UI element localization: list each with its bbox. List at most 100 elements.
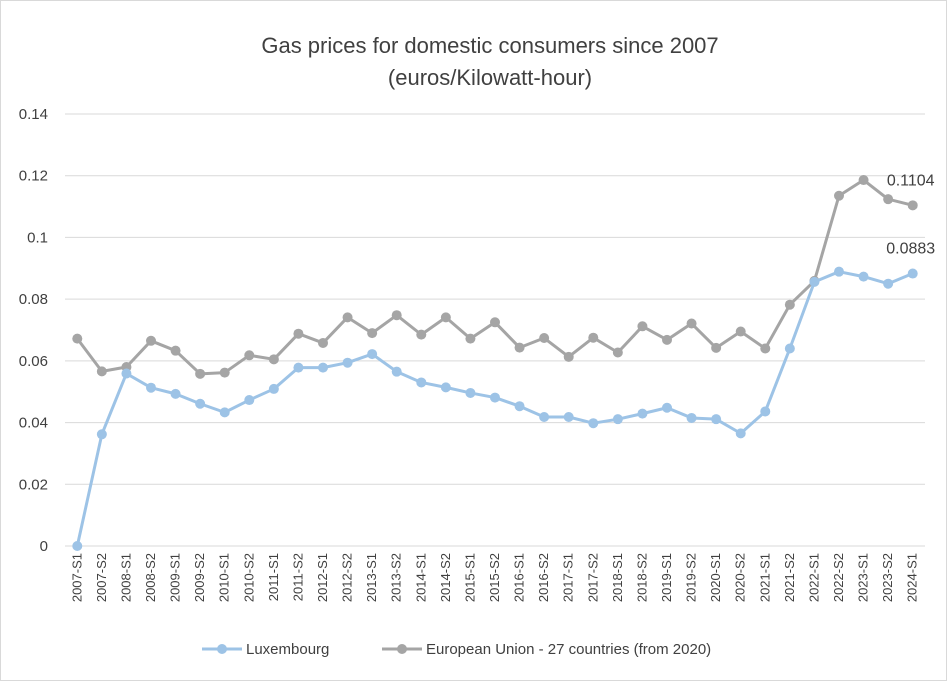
data-point bbox=[760, 406, 771, 417]
data-point bbox=[72, 541, 83, 551]
x-tick-label: 2018-S1 bbox=[610, 553, 625, 602]
x-tick-label: 2010-S2 bbox=[241, 553, 256, 602]
data-point bbox=[686, 412, 697, 423]
x-tick-label: 2010-S1 bbox=[217, 553, 232, 602]
x-tick-label: 2017-S2 bbox=[585, 553, 600, 602]
data-point bbox=[760, 343, 771, 354]
y-axis: 0 0.02 0.04 0.06 0.08 0.1 0.12 0.14 bbox=[19, 106, 48, 555]
data-point bbox=[490, 317, 500, 328]
data-point bbox=[784, 299, 795, 310]
data-point bbox=[391, 366, 402, 377]
data-point bbox=[367, 328, 378, 339]
data-point bbox=[907, 200, 918, 211]
x-tick-label: 2013-S1 bbox=[364, 553, 379, 602]
data-point bbox=[907, 268, 918, 279]
x-tick-label: 2018-S2 bbox=[634, 553, 649, 602]
data-point bbox=[195, 398, 206, 409]
x-tick-label: 2019-S2 bbox=[684, 553, 699, 602]
data-point bbox=[539, 333, 550, 344]
data-point bbox=[195, 368, 206, 379]
data-point bbox=[96, 366, 107, 377]
x-tick-label: 2012-S2 bbox=[340, 553, 355, 602]
data-point bbox=[293, 362, 304, 373]
y-tick-label: 0 bbox=[40, 538, 48, 555]
x-tick-label: 2008-S2 bbox=[143, 553, 158, 602]
legend-label: European Union - 27 countries (from 2020… bbox=[426, 641, 711, 658]
data-point bbox=[342, 357, 353, 368]
x-tick-label: 2019-S1 bbox=[659, 553, 674, 602]
x-tick-label: 2021-S1 bbox=[757, 553, 772, 602]
legend: Luxembourg European Union - 27 countries … bbox=[202, 641, 711, 658]
data-point bbox=[612, 347, 623, 358]
data-point bbox=[72, 333, 83, 344]
x-axis: 2007-S1 2007-S2 2008-S1 2008-S2 2009-S1 2009-… bbox=[69, 553, 919, 602]
data-point bbox=[883, 194, 894, 205]
y-tick-label: 0.08 bbox=[19, 291, 48, 308]
data-point bbox=[883, 278, 894, 289]
x-tick-label: 2007-S2 bbox=[94, 553, 109, 602]
data-point bbox=[416, 377, 427, 388]
data-point bbox=[146, 382, 156, 393]
data-point bbox=[784, 343, 795, 354]
x-tick-label: 2015-S2 bbox=[487, 553, 502, 602]
data-point bbox=[686, 318, 697, 329]
data-point bbox=[662, 334, 672, 345]
x-tick-label: 2011-S2 bbox=[290, 553, 305, 601]
data-point bbox=[637, 408, 648, 419]
data-point bbox=[858, 271, 869, 282]
data-point bbox=[465, 333, 476, 344]
data-labels: 0.0883 0.1104 bbox=[886, 172, 935, 257]
data-point bbox=[637, 321, 648, 332]
x-tick-label: 2013-S2 bbox=[389, 553, 404, 602]
data-point bbox=[146, 335, 156, 346]
data-point bbox=[490, 392, 500, 403]
end-data-label: 0.0883 bbox=[886, 241, 935, 258]
y-tick-label: 0.06 bbox=[19, 353, 48, 370]
data-point bbox=[563, 351, 574, 362]
legend-label: Luxembourg bbox=[246, 641, 329, 658]
x-tick-label: 2015-S1 bbox=[462, 553, 477, 602]
data-point bbox=[219, 407, 230, 418]
x-tick-label: 2024-S1 bbox=[905, 553, 920, 602]
data-point bbox=[440, 382, 451, 393]
data-point bbox=[170, 345, 181, 356]
legend-swatch-marker bbox=[397, 644, 407, 654]
x-tick-label: 2022-S1 bbox=[806, 553, 821, 602]
y-tick-label: 0.02 bbox=[19, 476, 48, 493]
data-point bbox=[809, 276, 820, 287]
data-point bbox=[170, 388, 181, 399]
end-data-label: 0.1104 bbox=[887, 172, 935, 189]
x-tick-label: 2009-S2 bbox=[192, 553, 207, 602]
data-point bbox=[268, 383, 279, 394]
data-point bbox=[96, 429, 107, 440]
data-point bbox=[416, 329, 427, 340]
series-line bbox=[75, 270, 914, 547]
data-point bbox=[244, 350, 255, 361]
data-point bbox=[440, 312, 451, 323]
series-layer bbox=[72, 175, 918, 551]
gridlines bbox=[65, 113, 925, 547]
x-tick-label: 2022-S2 bbox=[831, 553, 846, 602]
x-tick-label: 2023-S1 bbox=[856, 553, 871, 602]
x-tick-label: 2017-S1 bbox=[561, 553, 576, 602]
data-point bbox=[318, 337, 328, 348]
data-point bbox=[588, 418, 599, 429]
data-point bbox=[367, 349, 378, 360]
y-tick-label: 0.14 bbox=[19, 106, 48, 123]
x-tick-label: 2009-S1 bbox=[168, 553, 183, 602]
x-tick-label: 2021-S2 bbox=[782, 553, 797, 602]
data-point bbox=[612, 414, 623, 425]
data-point bbox=[858, 175, 869, 186]
y-tick-label: 0.1 bbox=[27, 229, 48, 246]
data-point bbox=[219, 367, 230, 378]
x-tick-label: 2014-S1 bbox=[413, 553, 428, 602]
x-tick-label: 2020-S1 bbox=[708, 553, 723, 602]
data-point bbox=[588, 332, 599, 343]
y-tick-label: 0.12 bbox=[19, 168, 48, 185]
data-point bbox=[514, 342, 525, 353]
data-point bbox=[539, 412, 550, 423]
data-point bbox=[834, 190, 844, 201]
x-tick-label: 2016-S2 bbox=[536, 553, 551, 602]
data-point bbox=[121, 368, 132, 379]
